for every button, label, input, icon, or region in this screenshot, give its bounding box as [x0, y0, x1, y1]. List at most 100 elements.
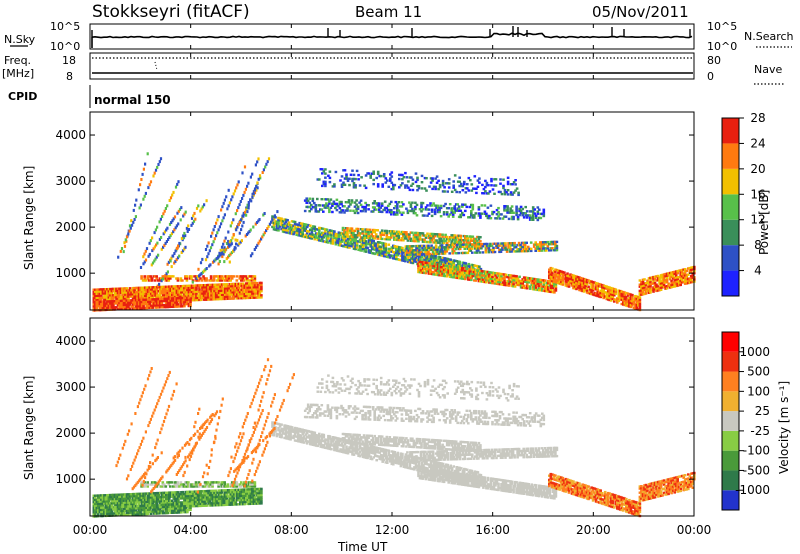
rti-cell [432, 254, 436, 257]
rti-cell [358, 184, 362, 187]
rti-cell [439, 274, 443, 277]
rti-cell [137, 286, 141, 290]
rti-cell [557, 277, 560, 281]
rti-cell [104, 494, 108, 497]
rti-cell [355, 199, 358, 202]
rti-cell [431, 246, 435, 249]
rti-cell [456, 268, 459, 271]
rti-cell [355, 209, 358, 213]
rti-cell [444, 261, 448, 264]
rti-cell [513, 277, 517, 280]
rti-cell [683, 278, 687, 281]
rti-cell [496, 244, 500, 247]
rti-cell [205, 290, 209, 293]
rti-cell [413, 249, 417, 252]
rti-cell [464, 262, 468, 265]
rti-cell [567, 275, 571, 278]
rti-cell [366, 246, 369, 250]
rti-cell [403, 233, 407, 236]
rti-cell [450, 271, 453, 274]
rti-cell [388, 230, 392, 233]
rti-cell [316, 210, 319, 213]
rti-cell [468, 278, 472, 281]
rti-cell [375, 176, 378, 180]
rti-cell [189, 302, 192, 306]
rti-cell [246, 286, 250, 289]
rti-cell [436, 269, 440, 272]
rti-cell [470, 272, 473, 275]
rti-cell [417, 238, 420, 241]
rti-cell [293, 222, 297, 226]
rti-cell [286, 229, 289, 232]
rti-cell [267, 224, 270, 228]
rti-cell [471, 203, 475, 207]
rti-cell [439, 246, 442, 249]
rti-cell [101, 300, 105, 303]
rti-cell [528, 277, 532, 280]
rti-cell [325, 238, 329, 242]
rti-cell [638, 291, 642, 295]
rti-cell [163, 287, 167, 291]
rti-cell [340, 211, 343, 214]
rti-cell [143, 260, 146, 264]
rti-cell [479, 212, 482, 215]
rti-cell [171, 295, 174, 299]
rti-cell [453, 236, 456, 239]
rti-cell [420, 255, 424, 259]
rti-cell [405, 258, 409, 261]
rti-cell [617, 299, 621, 303]
rti-cell [353, 211, 357, 215]
rti-cell [125, 299, 129, 302]
rti-cell [318, 235, 321, 238]
rti-cell [226, 279, 229, 282]
rti-cell [450, 207, 453, 210]
rti-cell [560, 276, 563, 279]
rti-cell [418, 253, 421, 256]
rti-cell [237, 295, 241, 298]
rti-cell [179, 277, 183, 280]
rti-cell [144, 279, 148, 282]
rti-cell [154, 288, 157, 291]
rti-cell [551, 271, 554, 274]
rti-cell [243, 288, 247, 291]
rti-cell [232, 275, 235, 278]
rti-cell [155, 302, 159, 305]
rti-cell [217, 295, 221, 299]
rti-cell [683, 280, 687, 283]
rti-cell [169, 291, 173, 294]
rti-cell [450, 267, 453, 270]
rti-cell [540, 249, 544, 252]
rti-cell [216, 218, 219, 222]
rti-cell [450, 234, 453, 237]
rti-cell [258, 296, 262, 299]
rti-cell [163, 299, 167, 303]
rti-cell [176, 182, 179, 186]
rti-cell [495, 208, 499, 212]
rti-cell [188, 275, 192, 278]
rti-cell [411, 207, 414, 211]
rti-cell [476, 239, 479, 243]
rti-cell [134, 203, 137, 207]
rti-cell [564, 278, 568, 281]
rti-cell [539, 241, 542, 244]
rti-cell [573, 283, 577, 286]
rti-cell [572, 282, 575, 286]
rti-cell [392, 257, 395, 260]
rti-cell [410, 176, 413, 179]
rti-cell [655, 289, 658, 293]
rti-cell [175, 295, 179, 298]
rti-cell [412, 245, 415, 248]
rti-cell [260, 294, 263, 297]
rti-cell [340, 232, 344, 235]
rti-cell [354, 241, 357, 245]
rti-cell [323, 206, 327, 209]
rti-cell [242, 213, 245, 217]
rti-cell [558, 272, 562, 275]
rti-cell [445, 266, 449, 270]
rti-cell [145, 304, 148, 308]
rti-cell [152, 247, 155, 251]
rti-cell [369, 176, 372, 179]
rti-cell [164, 279, 168, 282]
rti-cell [149, 296, 153, 299]
rti-cell [184, 234, 187, 238]
